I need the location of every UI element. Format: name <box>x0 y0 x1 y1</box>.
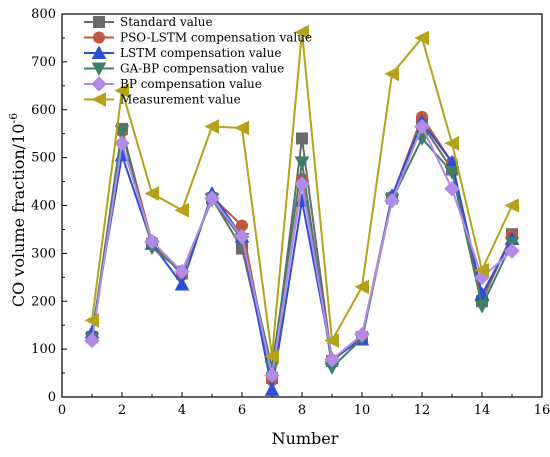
x-tick-label: 10 <box>354 403 371 418</box>
legend-item: LSTM compensation value <box>84 45 281 60</box>
data-point <box>384 66 399 82</box>
y-tick-label: 400 <box>31 199 56 214</box>
legend-marker <box>93 31 105 44</box>
legend-marker <box>91 76 107 92</box>
data-point <box>354 279 369 295</box>
y-tick-label: 600 <box>31 103 56 118</box>
legend-item: Standard value <box>84 15 213 29</box>
legend-label: Measurement value <box>120 93 241 107</box>
x-tick-label: 2 <box>118 403 126 418</box>
x-tick-label: 12 <box>414 403 431 418</box>
data-point <box>354 327 370 343</box>
data-point <box>504 243 520 259</box>
data-point <box>504 198 519 213</box>
data-point <box>264 382 280 396</box>
data-point <box>384 193 400 209</box>
legend-item: BP compensation value <box>84 76 262 92</box>
y-tick-label: 500 <box>31 151 56 166</box>
x-tick-label: 0 <box>58 403 66 418</box>
legend-marker <box>91 45 107 59</box>
data-point <box>444 135 459 151</box>
data-point <box>264 348 279 364</box>
legend-label: Standard value <box>120 15 213 29</box>
legend-marker <box>91 62 107 77</box>
data-point <box>174 202 189 218</box>
data-point <box>294 176 310 192</box>
data-point <box>84 313 99 328</box>
data-point <box>234 228 250 245</box>
legend-label: BP compensation value <box>120 77 262 91</box>
x-tick-label: 8 <box>298 403 306 418</box>
legend-label: GA-BP compensation value <box>120 62 284 76</box>
data-point <box>234 120 249 136</box>
x-axis-title: Number <box>272 429 339 448</box>
y-tick-label: 200 <box>31 294 56 309</box>
data-point <box>474 300 490 314</box>
data-point <box>114 135 130 151</box>
axes: 0 2 4 6 8 10 12 14 16 0 100 200 300 400 500 600 700 800 <box>31 7 550 418</box>
data-point <box>414 118 430 135</box>
data-point <box>324 351 340 368</box>
data-point <box>204 190 220 207</box>
data-point <box>174 263 190 280</box>
y-tick-label: 800 <box>31 7 56 22</box>
data-point <box>324 333 339 348</box>
data-point <box>114 83 129 98</box>
data-point <box>444 165 460 180</box>
y-tick-label: 700 <box>31 55 56 70</box>
data-point <box>174 276 190 291</box>
legend-item: PSO-LSTM compensation value <box>84 31 312 45</box>
data-point <box>294 156 310 170</box>
data-point <box>296 132 308 145</box>
data-point <box>294 24 309 40</box>
legend-marker <box>91 92 106 107</box>
legend-item: GA-BP compensation value <box>84 62 284 77</box>
data-point <box>144 233 160 250</box>
series-lines <box>84 24 520 396</box>
data-point <box>204 119 219 134</box>
x-tick-label: 4 <box>178 403 186 418</box>
x-tick-label: 6 <box>238 403 246 418</box>
legend-item: Measurement value <box>84 92 241 107</box>
data-point <box>144 186 159 201</box>
data-point <box>414 30 429 46</box>
legend-marker <box>93 16 105 28</box>
y-tick-label: 0 <box>48 390 56 405</box>
data-point <box>474 262 489 278</box>
x-tick-label: 14 <box>474 403 491 418</box>
y-axis-title-exponent: -6 <box>7 113 20 124</box>
series-bp-compensation-value <box>84 118 520 384</box>
y-axis-title-main: CO volume fraction/10 <box>9 124 28 308</box>
y-tick-label: 100 <box>31 342 56 357</box>
x-tick-label: 16 <box>534 403 550 418</box>
legend: Standard value PSO-LSTM compensation valu… <box>84 15 312 107</box>
y-axis-title: CO volume fraction/10-6 <box>7 113 28 307</box>
data-point <box>84 332 100 349</box>
data-point <box>114 125 130 139</box>
data-point <box>264 367 280 384</box>
data-point <box>444 181 460 197</box>
legend-label: LSTM compensation value <box>120 46 281 60</box>
series-measurement-value <box>84 24 519 364</box>
y-tick-label: 300 <box>31 246 56 261</box>
legend-label: PSO-LSTM compensation value <box>120 31 312 45</box>
